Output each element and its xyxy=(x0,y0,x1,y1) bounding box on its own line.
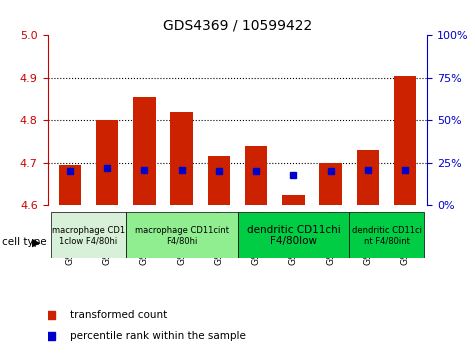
Bar xyxy=(59,165,81,205)
Bar xyxy=(282,195,304,205)
Text: transformed count: transformed count xyxy=(70,310,168,320)
Bar xyxy=(133,97,155,205)
FancyBboxPatch shape xyxy=(126,212,238,258)
Text: ▶: ▶ xyxy=(32,238,41,247)
Text: percentile rank within the sample: percentile rank within the sample xyxy=(70,331,246,341)
Bar xyxy=(357,150,379,205)
Text: dendritic CD11ci
nt F4/80int: dendritic CD11ci nt F4/80int xyxy=(352,226,421,245)
Bar xyxy=(208,156,230,205)
FancyBboxPatch shape xyxy=(51,212,126,258)
Bar xyxy=(394,76,416,205)
Text: cell type: cell type xyxy=(2,238,47,247)
FancyBboxPatch shape xyxy=(238,212,349,258)
Text: dendritic CD11chi
F4/80low: dendritic CD11chi F4/80low xyxy=(247,224,340,246)
Text: macrophage CD11cint
F4/80hi: macrophage CD11cint F4/80hi xyxy=(134,226,228,245)
Bar xyxy=(320,163,342,205)
Bar xyxy=(96,120,118,205)
Bar xyxy=(245,146,267,205)
Title: GDS4369 / 10599422: GDS4369 / 10599422 xyxy=(163,19,312,33)
Text: macrophage CD1
1clow F4/80hi: macrophage CD1 1clow F4/80hi xyxy=(52,226,125,245)
Bar xyxy=(171,112,193,205)
FancyBboxPatch shape xyxy=(349,212,424,258)
